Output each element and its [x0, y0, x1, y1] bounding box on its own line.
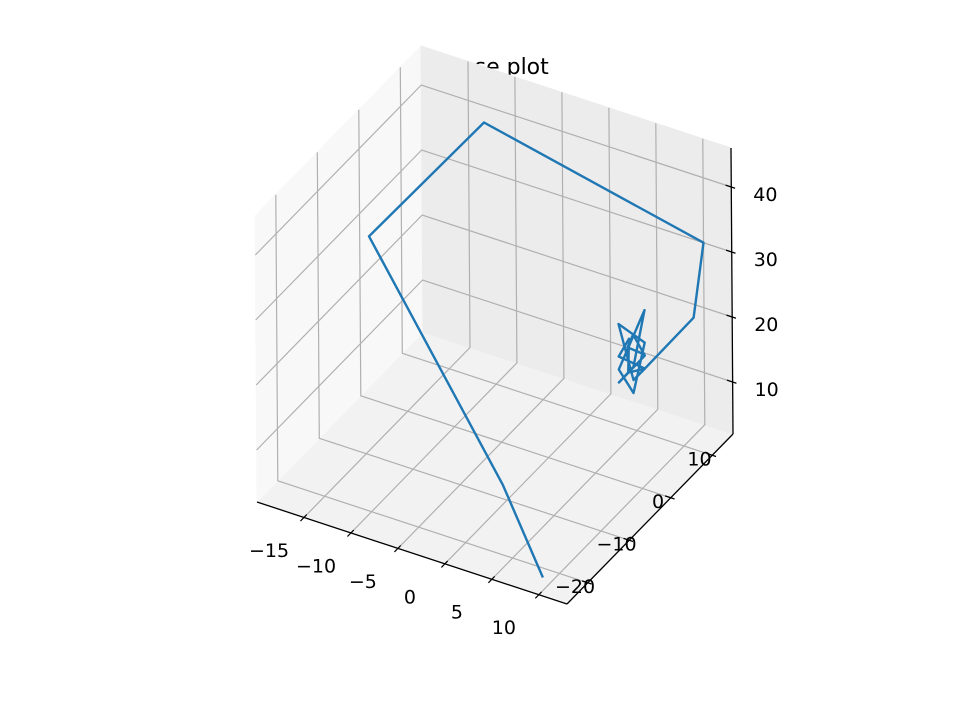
x-grid-line: [538, 138, 706, 596]
plot-area: [367, 121, 705, 578]
z-tick: [725, 184, 736, 189]
y-tick-label: −10: [596, 534, 636, 556]
y-tick-label: 10: [687, 449, 711, 471]
y-tick-label: −20: [555, 576, 595, 598]
series-line: [367, 121, 705, 578]
x-tick: [487, 575, 496, 584]
x-tick-label: −15: [249, 540, 289, 562]
x-tick-label: 5: [451, 602, 463, 624]
y-grid-line: [399, 67, 713, 456]
x-tick: [534, 591, 543, 599]
x-tick-label: −5: [349, 571, 377, 593]
z-grid-line: [255, 149, 732, 321]
x-tick-label: 10: [492, 617, 516, 639]
x-grid-line: [491, 123, 659, 580]
axis-lines: [256, 147, 734, 605]
z-axis-line: [730, 147, 734, 435]
x-tick: [300, 514, 308, 522]
x-grid-line: [350, 76, 518, 534]
y-axis-line: [566, 433, 734, 605]
z-tick: [725, 249, 736, 254]
y-grid-line: [358, 109, 671, 499]
x-grid-line: [397, 92, 565, 549]
y-tick: [581, 580, 592, 585]
y-grid-line: [275, 194, 588, 584]
z-tick: [726, 314, 737, 319]
y-grid-line: [316, 152, 630, 541]
y-tick: [623, 537, 634, 543]
x-tick: [440, 560, 449, 568]
y-tick: [664, 495, 675, 500]
x-tick: [347, 529, 355, 537]
y-tick: [706, 452, 717, 458]
z-grid-line: [254, 84, 732, 256]
y-tick-label: 0: [652, 491, 664, 513]
z-grid-line: [255, 214, 733, 386]
axes-grid: [254, 61, 733, 596]
z-tick-label: 40: [753, 184, 777, 206]
z-tick-label: 10: [755, 379, 779, 401]
x-grid-line: [444, 107, 612, 565]
z-tick-label: 20: [754, 314, 778, 336]
x-tick-label: 0: [404, 586, 416, 608]
x-tick: [393, 545, 402, 553]
x-tick-label: −10: [296, 555, 336, 577]
x-grid-line: [303, 61, 471, 518]
axes-panes: [254, 44, 734, 605]
z-tick: [726, 379, 737, 384]
x-axis-line: [256, 501, 568, 605]
z-tick-label: 30: [754, 249, 778, 271]
